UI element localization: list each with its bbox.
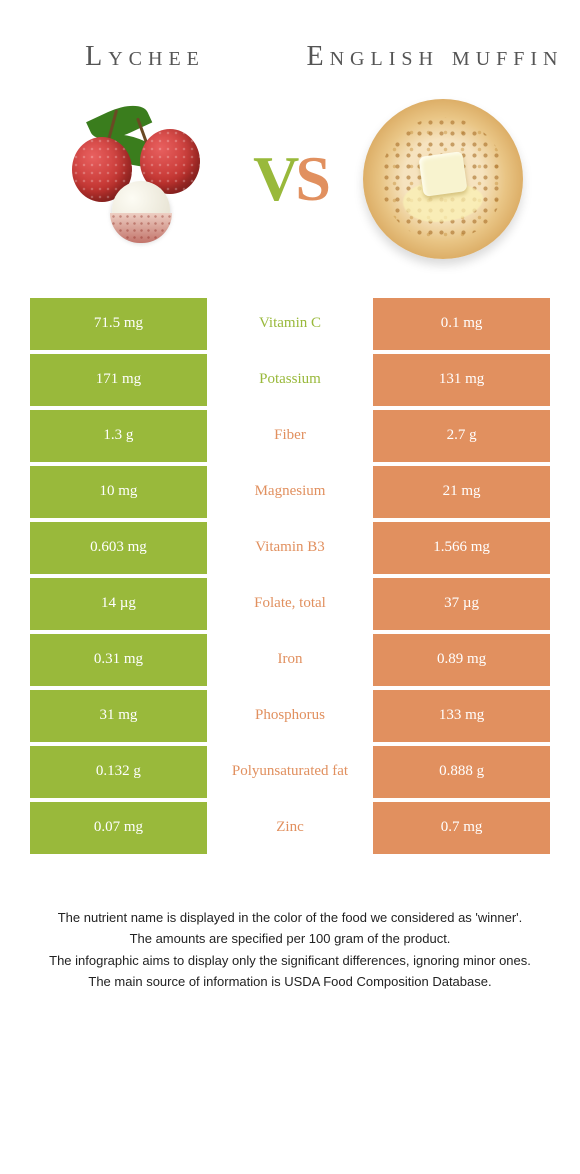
right-value: 2.7 g: [373, 410, 550, 462]
table-row: 0.132 gPolyunsaturated fat0.888 g: [30, 746, 550, 798]
table-row: 14 µgFolate, total37 µg: [30, 578, 550, 630]
footer-line: The main source of information is USDA F…: [40, 972, 540, 992]
footer-line: The amounts are specified per 100 gram o…: [40, 929, 540, 949]
vs-s: S: [295, 143, 327, 214]
right-food-image: [327, 94, 560, 264]
nutrient-label: Phosphorus: [207, 690, 373, 742]
left-value: 0.07 mg: [30, 802, 207, 854]
nutrient-label: Iron: [207, 634, 373, 686]
vs-label: VS: [253, 142, 327, 216]
nutrient-label: Fiber: [207, 410, 373, 462]
table-row: 31 mgPhosphorus133 mg: [30, 690, 550, 742]
left-food-title: Lychee: [0, 40, 290, 74]
left-value: 0.31 mg: [30, 634, 207, 686]
right-food-title: English muffin: [290, 40, 580, 74]
table-row: 1.3 gFiber2.7 g: [30, 410, 550, 462]
left-value: 10 mg: [30, 466, 207, 518]
images-row: VS: [0, 84, 580, 294]
right-value: 21 mg: [373, 466, 550, 518]
left-value: 0.603 mg: [30, 522, 207, 574]
vs-v: V: [253, 143, 295, 214]
footer-notes: The nutrient name is displayed in the co…: [0, 858, 580, 992]
table-row: 0.31 mgIron0.89 mg: [30, 634, 550, 686]
left-value: 0.132 g: [30, 746, 207, 798]
left-value: 14 µg: [30, 578, 207, 630]
table-row: 0.603 mgVitamin B31.566 mg: [30, 522, 550, 574]
right-value: 0.888 g: [373, 746, 550, 798]
muffin-icon: [353, 94, 533, 264]
right-value: 0.7 mg: [373, 802, 550, 854]
nutrient-label: Potassium: [207, 354, 373, 406]
lychee-icon: [52, 109, 222, 249]
right-value: 1.566 mg: [373, 522, 550, 574]
nutrient-label: Folate, total: [207, 578, 373, 630]
nutrient-label: Polyunsaturated fat: [207, 746, 373, 798]
table-row: 10 mgMagnesium21 mg: [30, 466, 550, 518]
header: Lychee English muffin: [0, 0, 580, 84]
footer-line: The infographic aims to display only the…: [40, 951, 540, 971]
right-value: 37 µg: [373, 578, 550, 630]
right-value: 131 mg: [373, 354, 550, 406]
left-value: 1.3 g: [30, 410, 207, 462]
left-value: 71.5 mg: [30, 298, 207, 350]
right-value: 133 mg: [373, 690, 550, 742]
nutrient-label: Vitamin B3: [207, 522, 373, 574]
nutrient-label: Magnesium: [207, 466, 373, 518]
left-food-image: [20, 94, 253, 264]
right-value: 0.89 mg: [373, 634, 550, 686]
nutrient-label: Zinc: [207, 802, 373, 854]
left-value: 31 mg: [30, 690, 207, 742]
nutrient-table: 71.5 mgVitamin C0.1 mg171 mgPotassium131…: [30, 294, 550, 858]
footer-line: The nutrient name is displayed in the co…: [40, 908, 540, 928]
left-value: 171 mg: [30, 354, 207, 406]
table-row: 0.07 mgZinc0.7 mg: [30, 802, 550, 854]
nutrient-label: Vitamin C: [207, 298, 373, 350]
table-row: 171 mgPotassium131 mg: [30, 354, 550, 406]
table-row: 71.5 mgVitamin C0.1 mg: [30, 298, 550, 350]
right-value: 0.1 mg: [373, 298, 550, 350]
